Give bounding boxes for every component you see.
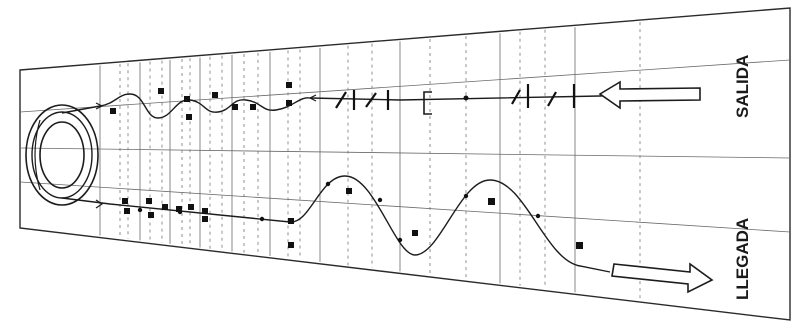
guide-line-upper	[19, 59, 791, 113]
cone-icon	[202, 216, 208, 222]
cone-icon	[122, 198, 128, 204]
gate-bar-icon	[547, 91, 557, 107]
cone-icon	[288, 218, 294, 224]
cone-icon	[576, 242, 583, 249]
cone-icon	[250, 104, 256, 110]
cone-icon	[186, 114, 192, 120]
cone-icon	[176, 206, 182, 212]
cone-icon	[158, 88, 164, 94]
horizontal-guides	[19, 59, 791, 233]
cone-icon	[488, 198, 495, 205]
cone-icon	[463, 95, 469, 101]
cone-icon	[162, 204, 168, 210]
turn-circle-icon	[25, 104, 99, 206]
cone-icon	[124, 208, 130, 214]
gate-bar-icon	[365, 92, 377, 108]
arrow-left-icon	[598, 80, 701, 110]
cone-icon	[288, 242, 294, 248]
salida-label: SALIDA	[733, 55, 752, 118]
arrow-right-icon	[611, 262, 714, 294]
gate-bar-icon	[511, 89, 521, 105]
gate-bar-icon	[335, 91, 347, 109]
guide-line-middle	[19, 147, 791, 159]
cone-icon	[148, 212, 154, 218]
cone-icon	[412, 230, 418, 236]
salida-cones	[110, 82, 292, 120]
cone-icon	[212, 92, 218, 98]
course-outline	[19, 7, 791, 321]
cone-icon	[110, 108, 116, 114]
cone-icon	[232, 104, 238, 110]
llegada-label: LLEGADA	[733, 218, 752, 300]
cone-icon	[286, 100, 292, 106]
llegada-path	[61, 175, 611, 273]
guide-line-lower	[19, 181, 791, 233]
llegada-cones	[122, 188, 583, 249]
gate-bracket	[423, 91, 432, 115]
cone-icon	[146, 198, 152, 204]
salida-path	[61, 91, 701, 119]
cone-icon	[286, 82, 292, 88]
course-border	[19, 7, 791, 321]
cone-icon	[202, 208, 208, 214]
cone-icon	[346, 188, 352, 194]
cone-icon	[184, 96, 190, 102]
vertical-grid	[99, 22, 641, 301]
salida-gates	[335, 84, 576, 115]
cone-icon	[188, 204, 194, 210]
